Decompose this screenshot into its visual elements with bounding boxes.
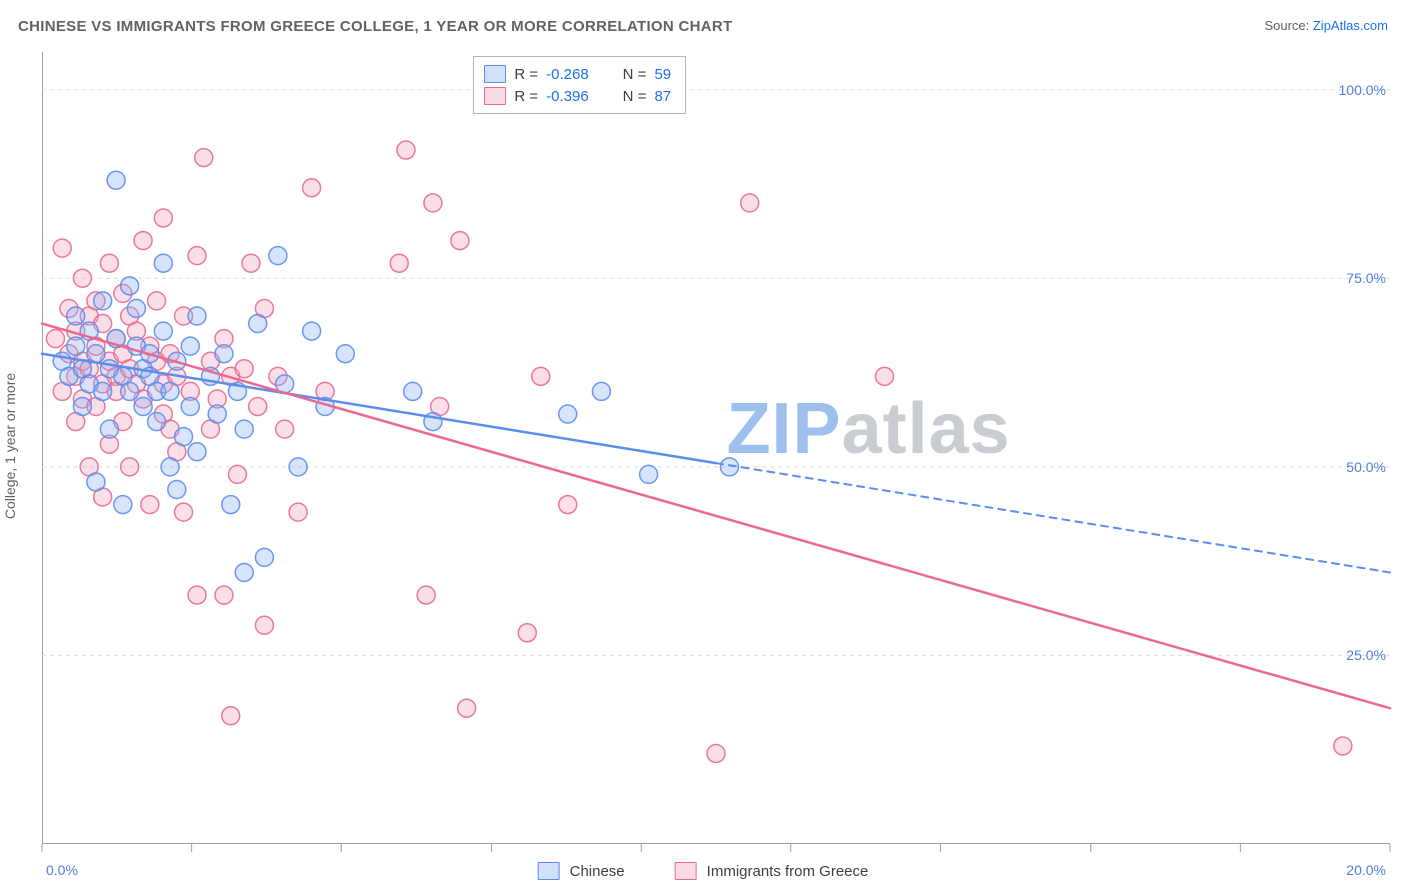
- legend-r-value: -0.396: [546, 88, 589, 105]
- legend-r-label: R =: [514, 88, 538, 105]
- legend-r-label: R =: [514, 66, 538, 83]
- legend-r-value: -0.268: [546, 66, 589, 83]
- legend-swatch: [484, 65, 506, 83]
- chart-header: CHINESE VS IMMIGRANTS FROM GREECE COLLEG…: [18, 18, 1388, 40]
- x-tick-label: 0.0%: [46, 862, 78, 878]
- legend-swatch: [538, 862, 560, 880]
- y-tick-label: 25.0%: [1346, 647, 1386, 663]
- x-tick-label: 20.0%: [1346, 862, 1386, 878]
- legend-series-label: Immigrants from Greece: [707, 863, 869, 880]
- chart-title: CHINESE VS IMMIGRANTS FROM GREECE COLLEG…: [18, 18, 732, 35]
- source-label: Source: ZipAtlas.com: [1264, 18, 1388, 33]
- y-tick-label: 75.0%: [1346, 270, 1386, 286]
- chart-svg: [42, 52, 1390, 844]
- plot-area: ZIPatlas R = -0.268N = 59R = -0.396N = 8…: [42, 52, 1390, 844]
- y-axis-label: College, 1 year or more: [2, 373, 18, 519]
- legend-n-value: 87: [654, 88, 671, 105]
- series-legend: Chinese Immigrants from Greece: [538, 862, 869, 880]
- legend-swatch: [484, 87, 506, 105]
- source-link[interactable]: ZipAtlas.com: [1313, 18, 1388, 33]
- legend-n-label: N =: [623, 88, 647, 105]
- legend-series-label: Chinese: [570, 863, 625, 880]
- legend-n-value: 59: [654, 66, 671, 83]
- legend-row: R = -0.396 N = 87: [484, 85, 671, 107]
- legend-swatch: [675, 862, 697, 880]
- source-prefix: Source:: [1264, 18, 1312, 33]
- correlation-legend: R = -0.268 N = 59 R = -0.396 N = 87: [473, 56, 686, 114]
- y-tick-label: 100.0%: [1339, 82, 1386, 98]
- y-tick-label: 50.0%: [1346, 459, 1386, 475]
- legend-row: R = -0.268 N = 59: [484, 63, 671, 85]
- legend-n-label: N =: [623, 66, 647, 83]
